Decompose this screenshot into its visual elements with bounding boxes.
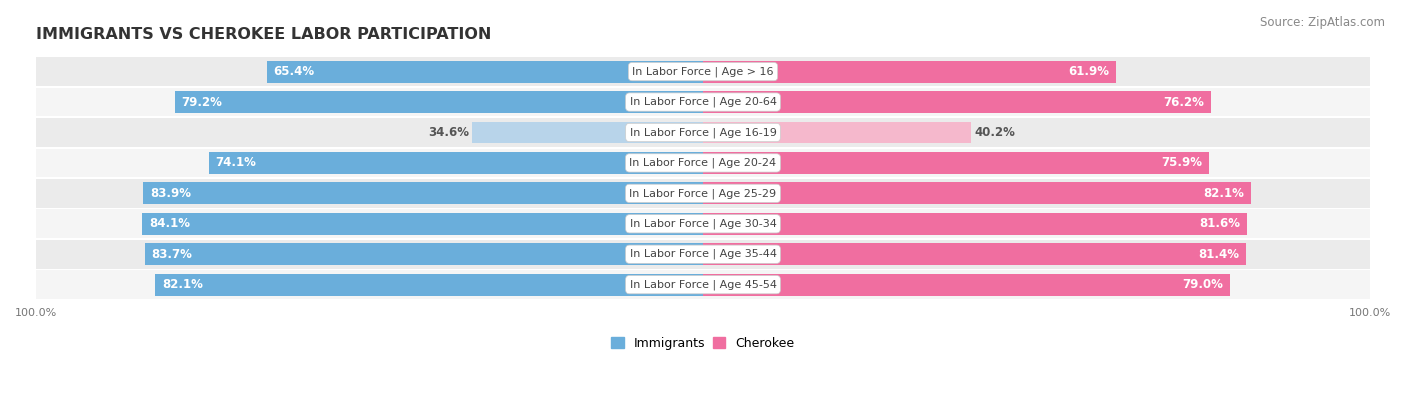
Text: 65.4%: 65.4% xyxy=(274,65,315,78)
Bar xyxy=(703,152,1209,174)
Text: 40.2%: 40.2% xyxy=(974,126,1015,139)
Bar xyxy=(37,179,1369,208)
Bar xyxy=(37,270,1369,299)
Text: 74.1%: 74.1% xyxy=(215,156,256,169)
Text: 76.2%: 76.2% xyxy=(1164,96,1205,109)
Text: 34.6%: 34.6% xyxy=(427,126,470,139)
Bar xyxy=(37,209,1369,238)
Text: In Labor Force | Age 20-24: In Labor Force | Age 20-24 xyxy=(630,158,776,168)
Bar xyxy=(145,243,703,265)
Text: In Labor Force | Age 25-29: In Labor Force | Age 25-29 xyxy=(630,188,776,199)
Bar xyxy=(472,122,703,143)
Text: 83.9%: 83.9% xyxy=(150,187,191,200)
Text: In Labor Force | Age 30-34: In Labor Force | Age 30-34 xyxy=(630,218,776,229)
Bar xyxy=(37,57,1369,86)
Text: Source: ZipAtlas.com: Source: ZipAtlas.com xyxy=(1260,16,1385,29)
Text: 75.9%: 75.9% xyxy=(1161,156,1202,169)
Bar xyxy=(703,213,1247,235)
Text: In Labor Force | Age 35-44: In Labor Force | Age 35-44 xyxy=(630,249,776,260)
Bar xyxy=(142,213,703,235)
Text: 61.9%: 61.9% xyxy=(1069,65,1109,78)
Text: 81.4%: 81.4% xyxy=(1198,248,1239,261)
Bar xyxy=(156,274,703,295)
Text: IMMIGRANTS VS CHEROKEE LABOR PARTICIPATION: IMMIGRANTS VS CHEROKEE LABOR PARTICIPATI… xyxy=(37,27,492,42)
Text: In Labor Force | Age 16-19: In Labor Force | Age 16-19 xyxy=(630,127,776,138)
Bar xyxy=(703,61,1116,83)
Bar xyxy=(267,61,703,83)
Bar xyxy=(143,182,703,204)
Bar xyxy=(37,88,1369,117)
Bar xyxy=(209,152,703,174)
Text: In Labor Force | Age 20-64: In Labor Force | Age 20-64 xyxy=(630,97,776,107)
Bar xyxy=(37,149,1369,177)
Bar xyxy=(703,243,1246,265)
Bar xyxy=(703,122,972,143)
Legend: Immigrants, Cherokee: Immigrants, Cherokee xyxy=(609,335,797,352)
Text: 79.0%: 79.0% xyxy=(1182,278,1223,291)
Bar xyxy=(703,274,1230,295)
Bar xyxy=(703,182,1250,204)
Text: 82.1%: 82.1% xyxy=(1204,187,1244,200)
Text: In Labor Force | Age > 16: In Labor Force | Age > 16 xyxy=(633,66,773,77)
Bar xyxy=(37,118,1369,147)
Text: 82.1%: 82.1% xyxy=(162,278,202,291)
Text: 79.2%: 79.2% xyxy=(181,96,222,109)
Bar xyxy=(703,91,1211,113)
Text: In Labor Force | Age 45-54: In Labor Force | Age 45-54 xyxy=(630,279,776,290)
Bar xyxy=(37,240,1369,269)
Text: 84.1%: 84.1% xyxy=(149,217,190,230)
Bar xyxy=(174,91,703,113)
Text: 83.7%: 83.7% xyxy=(152,248,193,261)
Text: 81.6%: 81.6% xyxy=(1199,217,1240,230)
